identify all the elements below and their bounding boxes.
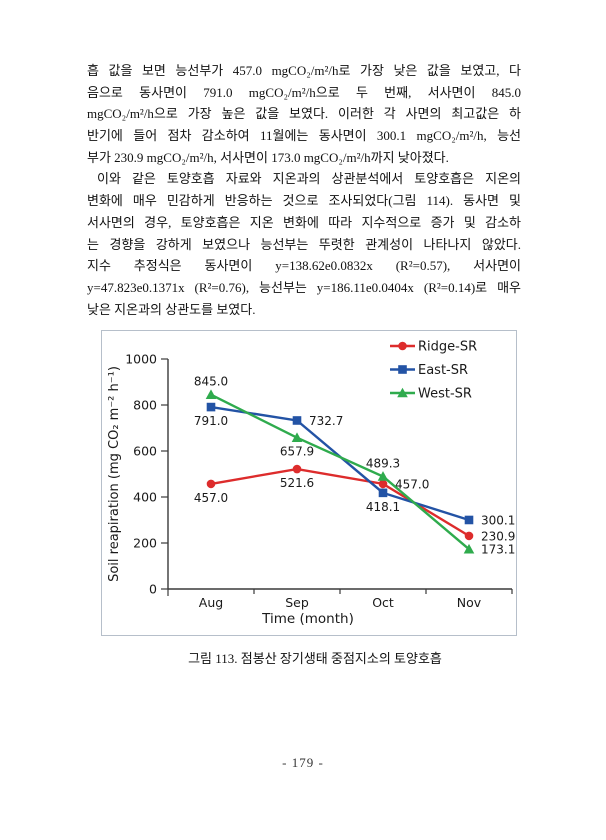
body-text: 흡 값을 보면 능선부가 457.0 mgCO₂/m²/h로 가장 낮은 값을 … — [87, 60, 521, 320]
text-line: 반기에 들어 점차 감소하여 11월에는 동사면이 300.1 mgCO₂/m²… — [87, 128, 521, 144]
data-label: 457.0 — [194, 491, 228, 505]
data-label: 657.9 — [280, 445, 314, 459]
data-label: 300.1 — [481, 513, 515, 527]
text-line: 지수 추정식은 동사면이 y=138.62e0.0832x (R²=0.57),… — [87, 258, 521, 274]
x-tick-label: Sep — [285, 595, 309, 610]
data-label: 845.0 — [194, 375, 228, 389]
text-line: 서사면의 경우, 토양호흡은 지온 변화에 따라 지수적으로 증가 및 감소하 — [87, 214, 521, 230]
y-axis-title: Soil reapiration (mg CO₂ m⁻² h⁻¹) — [107, 366, 122, 582]
y-tick-label: 200 — [133, 536, 157, 551]
text-line: mgCO₂/m²/h으로 가장 높은 값을 보였다. 이러한 각 사면의 최고값… — [87, 106, 521, 122]
y-tick-label: 600 — [133, 444, 157, 459]
data-label: 457.0 — [395, 477, 429, 491]
text-line: 는 경향을 강하게 보였으나 능선부는 뚜렷한 관계성이 나타나지 않았다. — [87, 236, 521, 252]
legend: Ridge-SR East-SR West-SR — [390, 340, 477, 402]
data-label: 521.6 — [280, 476, 314, 490]
data-label: 173.1 — [481, 543, 515, 557]
figure-box: 0 200 400 600 800 1000 Aug Sep Oct Nov Time (month… — [101, 330, 517, 636]
legend-label: West-SR — [418, 387, 472, 402]
series-West-SR: 845.0 657.9 489.3 173.1 — [194, 375, 516, 557]
x-axis-title: Time (month) — [261, 611, 354, 627]
data-label: 418.1 — [366, 500, 400, 514]
data-label: 489.3 — [366, 456, 400, 470]
x-tick-label: Nov — [457, 595, 482, 610]
x-tick-label: Aug — [199, 595, 223, 610]
data-label: 732.7 — [309, 414, 343, 428]
series-line — [210, 467, 470, 537]
figure-caption: 그림 113. 점봉산 장기생태 중점지소의 토양호흡 — [188, 651, 442, 666]
text-line: 낮은 지온과의 상관도를 보였다. — [87, 301, 256, 317]
text-line: 변화에 매우 민감하게 반응하는 것으로 조사되었다(그림 114). 동사면 … — [87, 193, 521, 209]
data-label: 230.9 — [481, 529, 515, 543]
data-label: 791.0 — [194, 414, 228, 428]
y-tick-label: 800 — [133, 398, 157, 413]
page-number: - 179 - — [282, 755, 324, 770]
text-line: 이와 같은 토양호흡 자료와 지온과의 상관분석에서 토양호흡은 지온의 — [97, 171, 521, 187]
series-line — [210, 393, 470, 551]
text-line: y=47.823e0.1371x (R²=0.76), 능선부는 y=186.1… — [87, 279, 521, 295]
x-axis-ticks: Aug Sep Oct Nov — [167, 589, 513, 610]
line-chart: 0 200 400 600 800 1000 Aug Sep Oct Nov Time (month… — [107, 340, 516, 628]
text-line: 음으로 동사면이 791.0 mgCO₂/m²/h으로 두 번째, 서사면이 8… — [87, 84, 521, 100]
series-Ridge-SR: 457.0 521.6 457.0 230.9 — [194, 464, 515, 543]
series-East-SR: 791.0 732.7 418.1 300.1 — [194, 402, 515, 527]
y-tick-label: 1000 — [125, 352, 157, 367]
y-tick-label: 400 — [133, 490, 157, 505]
legend-label: Ridge-SR — [418, 340, 477, 355]
text-line: 부가 230.9 mgCO₂/m²/h, 서사면이 173.0 mgCO₂/m²… — [87, 149, 449, 165]
y-tick-label: 0 — [149, 582, 157, 597]
text-line: 흡 값을 보면 능선부가 457.0 mgCO₂/m²/h로 가장 낮은 값을 … — [87, 63, 521, 78]
x-tick-label: Oct — [372, 595, 394, 610]
y-axis-ticks: 0 200 400 600 800 1000 — [125, 352, 168, 597]
legend-label: East-SR — [418, 363, 468, 378]
